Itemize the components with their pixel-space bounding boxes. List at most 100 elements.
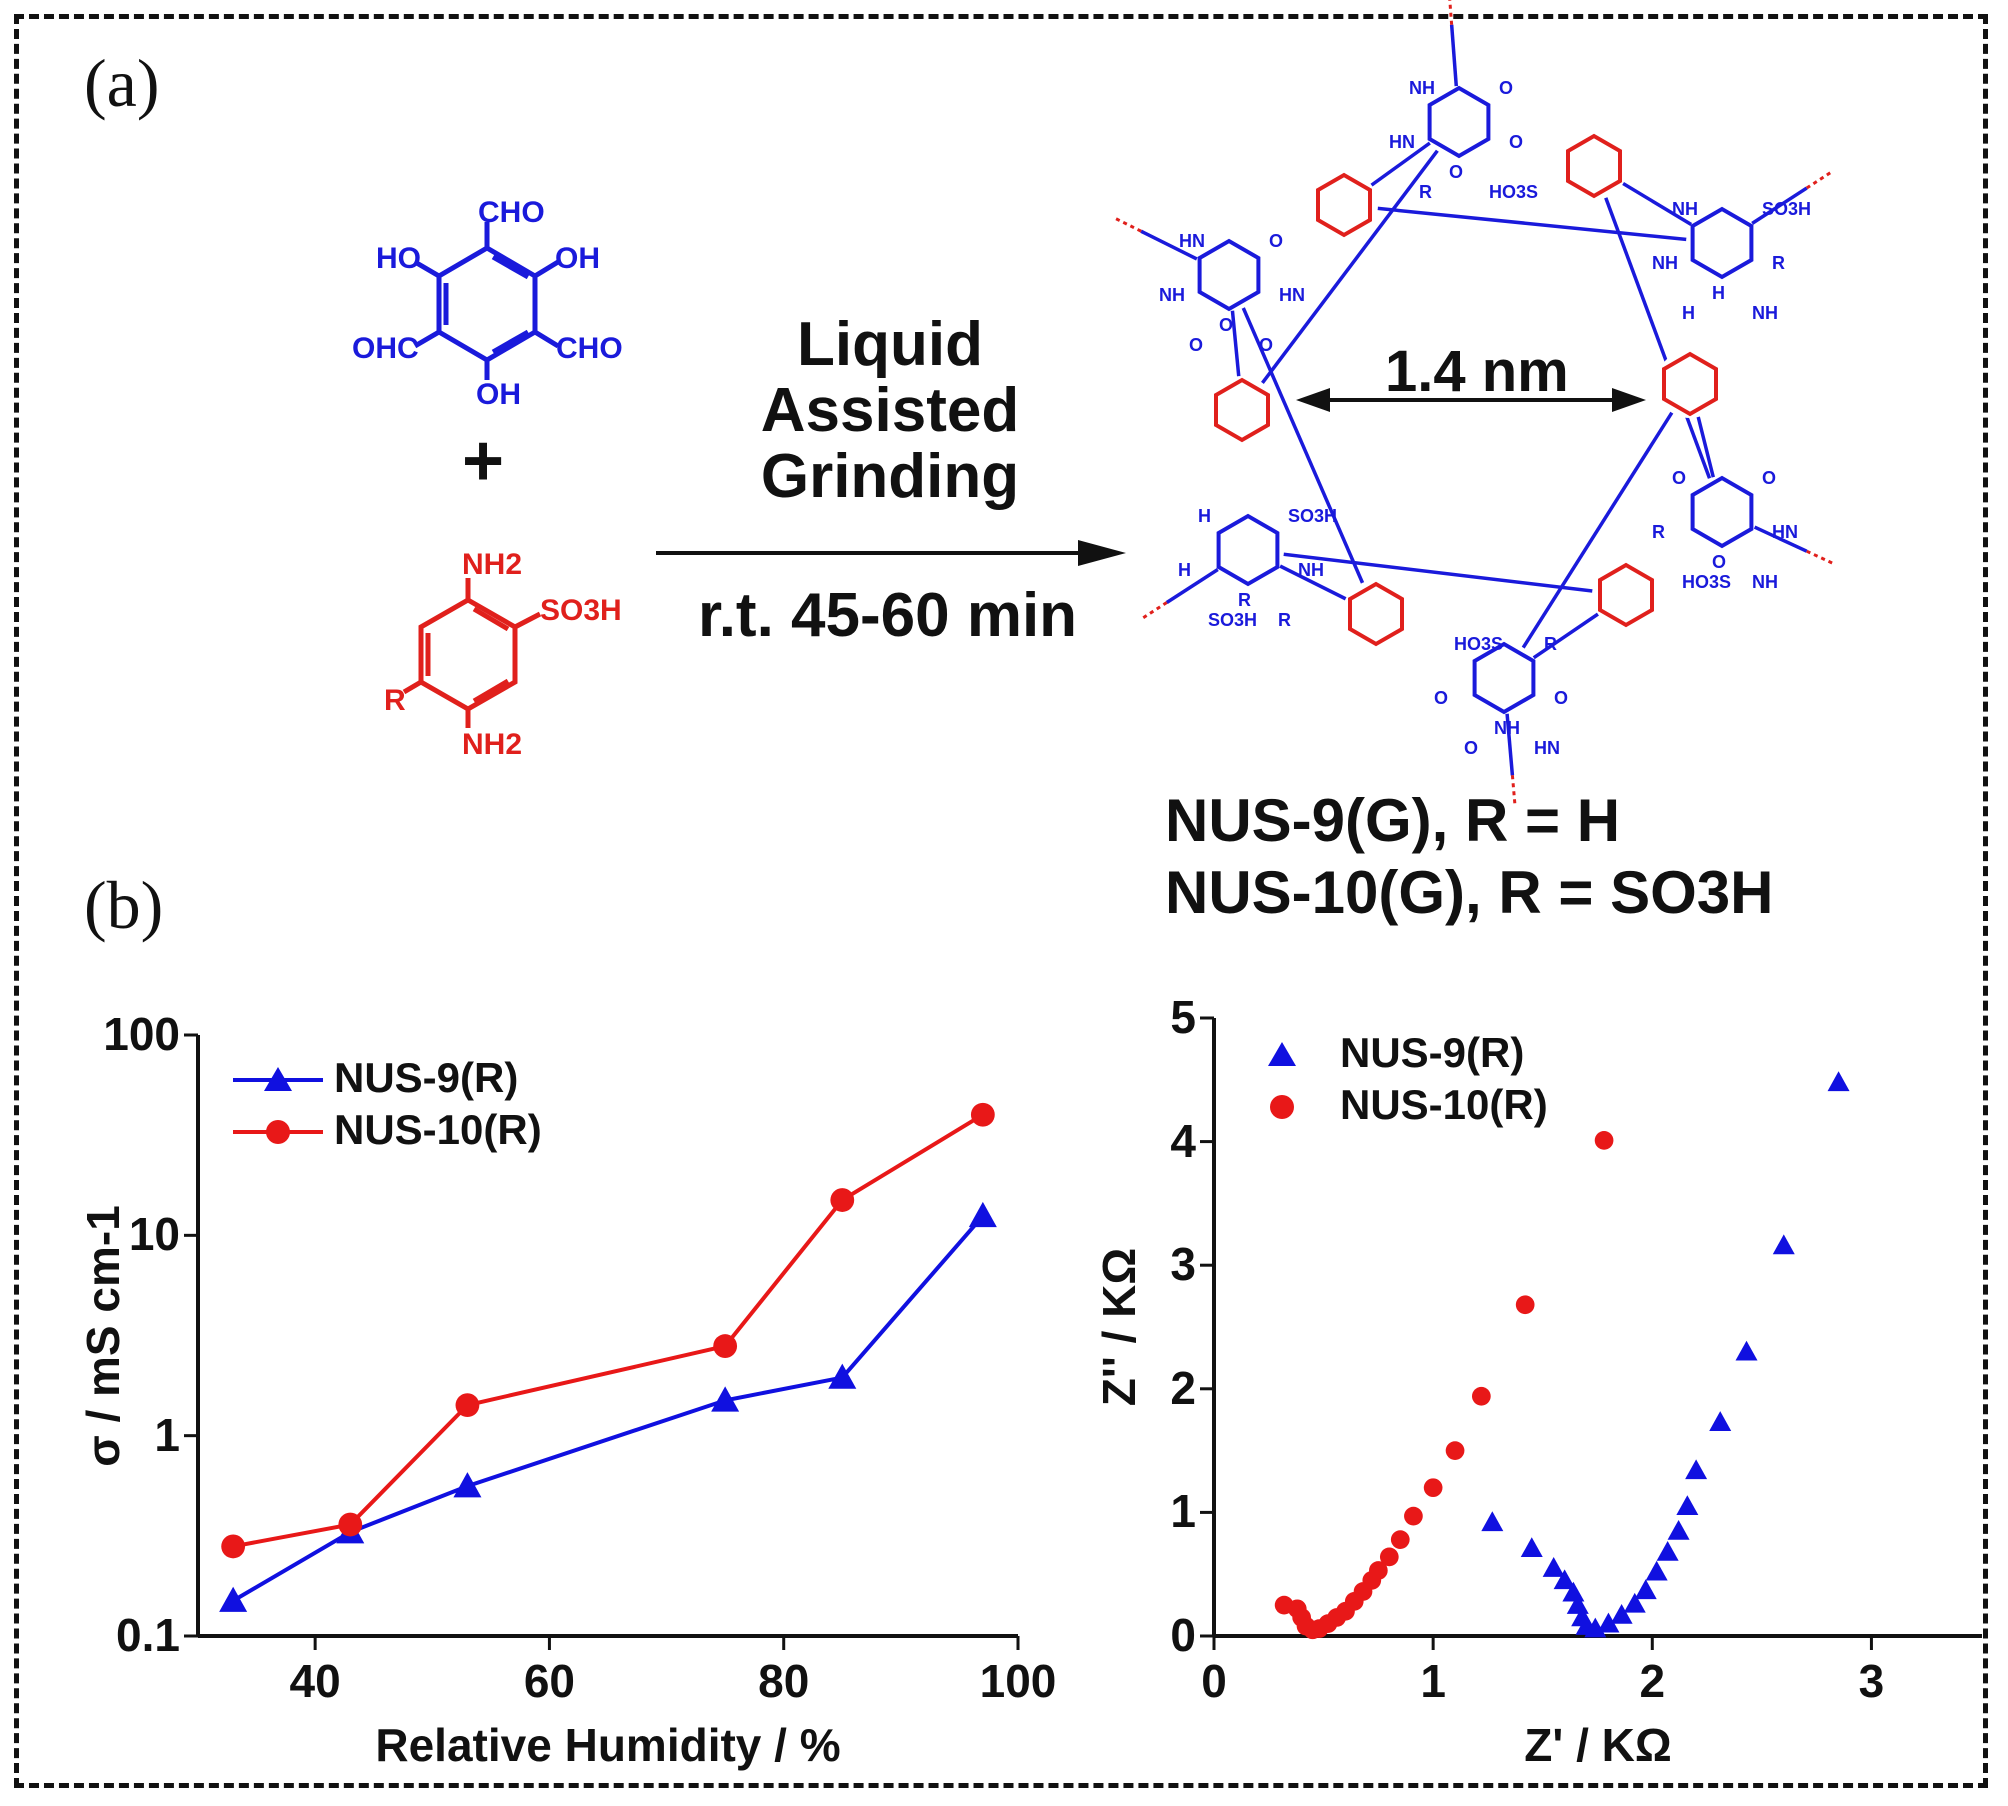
x-tick-label: 1: [1420, 1655, 1446, 1707]
dashed-figure-border: [14, 14, 1988, 1788]
reaction-arrow: [656, 540, 1126, 566]
imine-bond: [1592, 165, 1724, 513]
ring-bg: [1193, 239, 1265, 311]
data-point-triangle: [1481, 1511, 1504, 1532]
framework-atom-label: HN: [1389, 132, 1415, 152]
framework-atom-label: O: [1219, 315, 1234, 335]
framework-atom-label: R: [1419, 182, 1432, 202]
ring-bg: [1423, 86, 1495, 158]
framework-atom-label: O: [1259, 335, 1274, 355]
label-so3h: SO3H: [540, 594, 622, 627]
data-point-circle: [1472, 1386, 1491, 1406]
plus-sign: +: [462, 421, 505, 501]
x-tick-label: 100: [979, 1655, 1057, 1707]
framework-atom-label: SO3H: [1288, 506, 1338, 526]
x-tick-label: 80: [758, 1655, 810, 1707]
x-tick-label: 3: [1858, 1655, 1885, 1707]
aldehyde-ring: [413, 222, 560, 380]
y-axis-label: σ / mS cm-1: [77, 1204, 129, 1467]
data-point-circle: [1379, 1547, 1399, 1567]
data-point-circle: [221, 1534, 246, 1559]
data-point-triangle: [1610, 1603, 1633, 1624]
data-point-triangle: [1709, 1411, 1732, 1431]
y-tick-label: 3: [1170, 1238, 1196, 1291]
data-point-triangle: [1553, 1569, 1576, 1590]
data-point-circle: [1594, 1131, 1614, 1150]
framework-atom-label: NH: [1409, 78, 1435, 98]
data-point-circle: [1423, 1478, 1443, 1498]
data-point-circle: [970, 1102, 995, 1127]
x-tick-label: 60: [523, 1655, 576, 1707]
x-axis-label: Relative Humidity / %: [375, 1719, 841, 1771]
framework-atom-label: O: [1554, 688, 1569, 708]
y-tick-label: 0.1: [116, 1609, 180, 1661]
continuation-bond: [1805, 170, 1833, 190]
amine-ring: [402, 578, 542, 728]
data-point-triangle: [711, 1386, 740, 1412]
ring-bg: [1656, 350, 1724, 418]
keto-ring: [1216, 513, 1280, 587]
x-tick-label: 2: [1639, 1655, 1666, 1707]
framework-atom-label: NH: [1159, 285, 1185, 305]
product-nus9: NUS-9(G), R = H: [1165, 787, 1621, 854]
data-point-triangle: [1645, 1560, 1668, 1581]
y-tick-label: 1: [154, 1408, 180, 1461]
data-point-triangle: [1656, 1540, 1679, 1561]
imine-bond: [1247, 548, 1627, 597]
data-point-circle: [713, 1334, 738, 1358]
framework-atom-label: R: [1238, 590, 1251, 610]
continuation-bond: [1114, 216, 1142, 233]
label-oh-right: OH: [555, 242, 600, 275]
y-tick-label: 0: [1170, 1609, 1196, 1661]
label-ho: HO: [376, 242, 421, 275]
framework-atom-label: NH: [1752, 572, 1778, 592]
y-tick-label: 5: [1170, 991, 1196, 1043]
framework-atom-label: HO3S: [1489, 182, 1539, 202]
data-point-triangle: [1597, 1612, 1620, 1633]
framework-atom-label: H: [1682, 303, 1695, 323]
imine-bond: [1502, 383, 1692, 679]
framework-atom-label: H: [1198, 506, 1211, 526]
ring-bg: [1686, 207, 1758, 279]
framework-atom-label: R: [1772, 253, 1785, 273]
x-axis-label: Z' / KΩ: [1524, 1719, 1672, 1771]
y-tick-label: 100: [103, 1008, 180, 1060]
sulfonated-ring: [1662, 351, 1718, 417]
legend-triangle: [1268, 1042, 1296, 1066]
ring-bg: [1686, 476, 1758, 548]
framework-atom-label: NH: [1652, 253, 1678, 273]
nyquist-chart: [1200, 1016, 1982, 1650]
conductivity-chart: [184, 1033, 1020, 1650]
data-point-circle: [455, 1393, 480, 1418]
framework-atom-label: O: [1762, 468, 1777, 488]
data-point-triangle: [1735, 1340, 1758, 1361]
data-point-triangle: [219, 1586, 248, 1612]
keto-ring: [1690, 206, 1754, 280]
data-point-triangle: [1520, 1537, 1543, 1558]
imine-bond: [1240, 120, 1461, 412]
data-point-triangle: [1623, 1592, 1646, 1613]
keto-ring: [1472, 641, 1536, 715]
ring-bg: [1468, 642, 1540, 714]
keto-ring: [1197, 238, 1261, 312]
data-point-circle: [1445, 1441, 1465, 1460]
framework-atom-label: O: [1189, 335, 1204, 355]
sulfonated-ring: [1598, 562, 1654, 628]
ring-bg: [1560, 132, 1628, 200]
cof-framework: [1114, 0, 1833, 805]
product-nus10: NUS-10(G), R = SO3H: [1165, 859, 1774, 926]
framework-atom-label: H: [1712, 283, 1725, 303]
data-point-circle: [1369, 1561, 1388, 1580]
data-point-circle: [338, 1512, 363, 1537]
framework-atom-label: SO3H: [1208, 610, 1258, 630]
imine-bond: [1343, 203, 1723, 245]
series-line: [232, 1214, 985, 1603]
label-oh-bottom: OH: [476, 378, 521, 411]
framework-atom-label: O: [1434, 688, 1449, 708]
label-nh2-top: NH2: [462, 548, 523, 581]
legend-circle: [1270, 1095, 1294, 1119]
framework-atom-label: R: [1652, 522, 1665, 542]
continuation-bond: [1510, 775, 1517, 805]
data-point-triangle: [1542, 1557, 1565, 1577]
legend-triangle: [264, 1067, 292, 1091]
